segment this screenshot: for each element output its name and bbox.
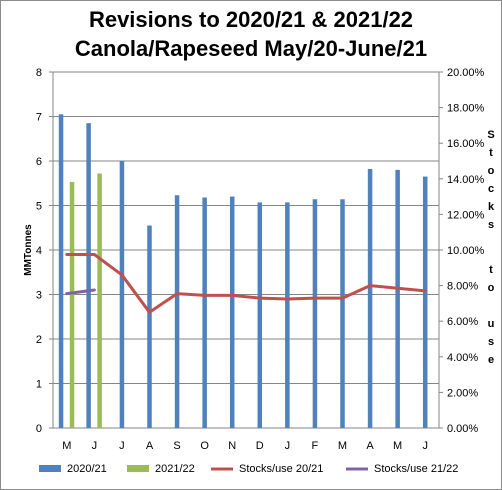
bar-2020-21 [174, 195, 180, 428]
y-tick-label-left: 6 [36, 156, 42, 168]
y-tick-label-right: 4.00% [447, 352, 478, 364]
y-axis-title: MMTonnes [23, 224, 34, 276]
line-stocks-use-21-22 [65, 288, 96, 296]
bar-2020-21 [147, 225, 152, 428]
y-tick-label-right: 10.00% [447, 245, 485, 257]
legend-2020-21-label: 2020/21 [67, 463, 107, 475]
y-tick-label-left: 2 [36, 334, 42, 346]
legend-stocks-use-21-22-label: Stocks/use 21/22 [374, 463, 458, 475]
chart-title-line-2: Canola/Rapeseed May/20-June/21 [74, 36, 428, 61]
chart-title-line-1: Revisions to 2020/21 & 2021/22 [88, 7, 414, 32]
y-tick-label-left: 5 [36, 201, 42, 213]
y-tick-label-right: 14.00% [447, 174, 485, 186]
y-tick-label-left: 7 [36, 112, 42, 124]
x-tick-label: M [62, 440, 71, 452]
y-tick-label-left: 3 [36, 290, 42, 302]
chart-title: Revisions to 2020/21 & 2021/22 Canola/Ra… [1, 5, 501, 63]
x-tick-label: O [200, 440, 209, 452]
y2-axis-title-letter: s [488, 219, 494, 231]
x-tick-label: J [92, 440, 98, 452]
y-tick-label-right: 20.00% [447, 67, 485, 79]
legend-stocks-use-20-21-label: Stocks/use 20/21 [239, 463, 323, 475]
bar-2020-21 [422, 176, 428, 428]
x-tick-label: D [256, 440, 264, 452]
y2-axis-title-letter: t [489, 264, 493, 276]
bar-2020-21 [285, 202, 290, 428]
bar-2021-22 [97, 173, 102, 428]
x-tick-label: J [285, 440, 291, 452]
x-tick-label: A [146, 440, 154, 452]
x-tick-label: M [393, 440, 402, 452]
y2-axis-title-letter: t [489, 147, 493, 159]
bar-2020-21 [202, 197, 207, 428]
bar-2020-21 [58, 114, 64, 429]
bar-2020-21 [119, 161, 125, 428]
y2-axis-title-letter: o [488, 282, 495, 294]
x-tick-label: S [173, 440, 180, 452]
line-stocks-use-20-21 [65, 253, 427, 314]
legend-2021-22-label: 2021/22 [155, 463, 195, 475]
x-tick-label: N [228, 440, 236, 452]
y-tick-label-left: 0 [36, 423, 42, 435]
y2-axis-title-letter: s [488, 336, 494, 348]
x-tick-label: J [422, 440, 428, 452]
bar-2020-21 [86, 123, 91, 429]
bar-2020-21 [395, 169, 400, 428]
bar-2020-21 [367, 169, 373, 428]
legend-2020-21-swatch [39, 465, 61, 472]
y-tick-label-right: 12.00% [447, 209, 485, 221]
legend-2021-22-swatch [127, 465, 149, 472]
y-tick-label-right: 2.00% [447, 387, 478, 399]
x-tick-label: M [338, 440, 347, 452]
y-tick-label-right: 16.00% [447, 138, 485, 150]
y-tick-label-right: 18.00% [447, 103, 485, 115]
y2-axis-title-letter: S [487, 129, 494, 141]
x-tick-label: J [119, 440, 125, 452]
y-tick-label-right: 6.00% [447, 316, 478, 328]
y2-axis-title-letter: k [488, 201, 495, 213]
bar-2020-21 [340, 199, 345, 428]
y2-axis-title-letter: c [488, 183, 494, 195]
y2-axis-title-letter: u [488, 318, 495, 330]
y-tick-label-left: 4 [36, 245, 42, 257]
x-tick-label: F [312, 440, 319, 452]
y-tick-label-right: 8.00% [447, 281, 478, 293]
bar-2020-21 [229, 196, 235, 428]
x-tick-label: A [366, 440, 374, 452]
bar-2020-21 [257, 202, 263, 428]
y-tick-label-left: 8 [36, 67, 42, 79]
y-tick-label-left: 1 [36, 379, 42, 391]
bar-2021-22 [69, 181, 75, 428]
y2-axis-title-letter: o [488, 165, 495, 177]
y2-axis-title-letter: e [488, 354, 494, 366]
y-tick-label-right: 0.00% [447, 423, 478, 435]
bar-2020-21 [312, 199, 318, 428]
